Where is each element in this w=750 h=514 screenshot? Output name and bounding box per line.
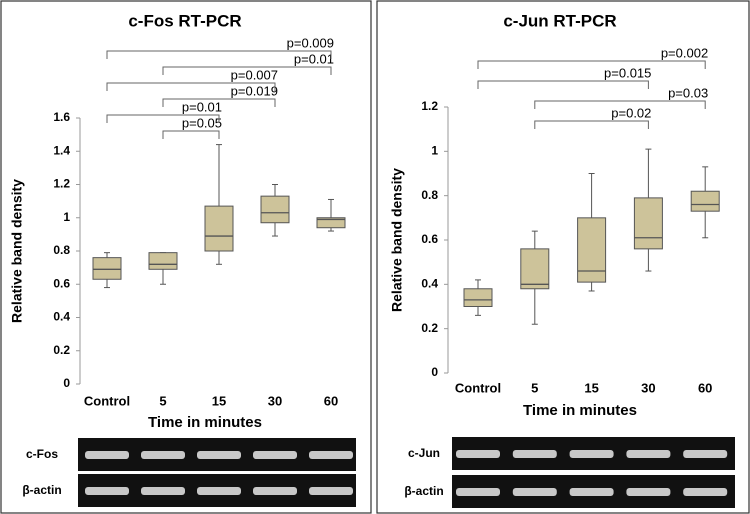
gel-band [309,487,353,495]
gel-label: c-Fos [26,447,58,461]
p-value: p=0.05 [182,115,222,130]
panel-border [376,0,750,514]
box [204,205,234,252]
x-tick-label: 5 [159,393,166,408]
significance-bracket [534,100,706,109]
gel-band [512,488,557,496]
box [148,252,178,270]
y-tick-label: 0.6 [53,276,70,290]
gel-band [683,488,728,496]
gel-band [569,488,614,496]
y-tick-label: 1.2 [53,177,70,191]
box [92,257,122,280]
x-tick-label: 5 [531,380,538,395]
gel-label: c-Jun [408,446,440,460]
p-value: p=0.01 [182,99,222,114]
x-tick-label: Control [455,380,501,395]
y-axis-label: Relative band density [389,168,405,312]
significance-bracket [106,114,220,123]
gel-band [85,487,129,495]
significance-bracket [162,98,276,107]
gel-band [309,451,353,459]
x-tick-label: 60 [324,393,338,408]
p-value: p=0.009 [287,35,334,50]
p-value: p=0.02 [611,105,651,120]
gel-band [456,450,500,458]
significance-bracket [477,60,706,69]
gel-band [626,450,671,458]
box [577,217,607,283]
x-tick-label: 15 [212,393,226,408]
x-axis-label: Time in minutes [148,414,262,431]
y-tick-label: 0.4 [53,310,70,324]
box [633,197,663,250]
y-tick-label: 0 [63,376,70,390]
significance-bracket [106,50,332,59]
y-tick-label: 0 [431,365,438,379]
y-tick-label: 1.6 [53,110,70,124]
gel-band [141,487,185,495]
gel-band [197,487,241,495]
y-tick-label: 1 [431,144,438,158]
gel-band [253,487,297,495]
box [316,217,346,229]
x-tick-label: 15 [584,380,598,395]
gel-label: β-actin [22,483,61,497]
gel-band [253,451,297,459]
x-tick-label: 60 [698,380,712,395]
p-value: p=0.01 [294,51,334,66]
significance-bracket [106,82,276,91]
box [520,248,550,290]
chart-title: c-Jun RT-PCR [503,11,616,30]
x-tick-label: 30 [641,380,655,395]
y-tick-label: 0.4 [421,277,438,291]
y-tick-label: 0.2 [53,343,70,357]
panel-border [0,0,372,514]
y-tick-label: 0.6 [421,232,438,246]
p-value: p=0.03 [668,85,708,100]
p-value: p=0.015 [604,65,651,80]
box [690,190,720,212]
gel-band [512,450,557,458]
significance-bracket [534,120,649,129]
gel-band [197,451,241,459]
gel-band [569,450,614,458]
gel-band [683,450,728,458]
significance-bracket [162,130,220,139]
y-tick-label: 0.8 [421,188,438,202]
x-tick-label: Control [84,393,130,408]
y-tick-label: 0.8 [53,243,70,257]
significance-bracket [162,66,332,75]
gel-band [456,488,500,496]
y-axis-label: Relative band density [9,179,25,323]
gel-band [141,451,185,459]
y-tick-label: 1.4 [53,143,70,157]
p-value: p=0.019 [231,83,278,98]
p-value: p=0.002 [661,45,708,60]
gel-band [626,488,671,496]
gel-label: β-actin [404,484,443,498]
x-tick-label: 30 [268,393,282,408]
chart-title: c-Fos RT-PCR [128,11,241,30]
box [463,288,493,307]
x-axis-label: Time in minutes [523,402,637,419]
p-value: p=0.007 [231,67,278,82]
significance-bracket [477,80,649,89]
box [260,195,290,224]
y-tick-label: 1 [63,210,70,224]
y-tick-label: 0.2 [421,321,438,335]
y-tick-label: 1.2 [421,99,438,113]
gel-band [85,451,129,459]
